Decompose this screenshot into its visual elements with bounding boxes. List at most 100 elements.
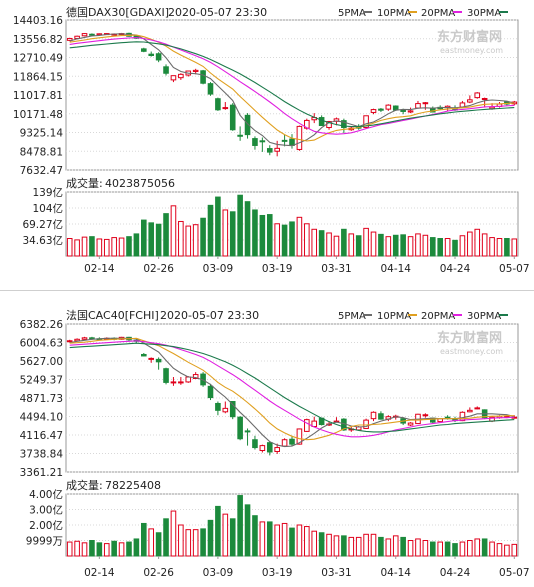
dax-y-tick-label: 11017.81 — [13, 90, 63, 102]
dax-volume-bar — [452, 239, 458, 257]
cac-candle-body — [155, 358, 162, 363]
dax-volume-bar — [407, 236, 414, 257]
cac-volume-bar — [348, 536, 355, 557]
dax-candle-body — [281, 139, 288, 142]
cac-volume-bar — [178, 524, 184, 557]
cac-volume-bar — [170, 510, 177, 557]
dax-volume-bar — [155, 223, 162, 257]
cac-volume-bar — [363, 533, 369, 557]
dax-candle-body — [148, 53, 155, 57]
dax-candle — [200, 69, 206, 85]
dax-x-tick-label: 02-26 — [143, 263, 174, 275]
cac-ma20-swatch — [453, 314, 462, 316]
dax-candle-body — [155, 53, 162, 61]
dax-header: 德国DAX30[GDAXI] 2020-05-07 23:30 5PMA 10P… — [66, 5, 508, 19]
dax-candle-body — [481, 97, 488, 100]
dax-volume-bar — [89, 236, 95, 257]
dax-volume-bar — [178, 220, 184, 257]
dax-candle-body — [422, 102, 429, 105]
dax-volume-bar — [489, 237, 495, 257]
dax-volume-bar — [229, 211, 236, 257]
cac-volume-bar — [259, 521, 266, 557]
cac-candle — [407, 422, 414, 427]
cac-candle-body — [370, 411, 377, 420]
cac-ma20-label: 20PMA — [421, 311, 455, 322]
dax-ma30-label: 30PMA — [467, 8, 501, 19]
dax-volume-bar — [422, 234, 429, 257]
dax-y-tick-label: 11864.15 — [13, 71, 63, 83]
cac-volume-bar — [252, 515, 258, 557]
cac-volume-bar — [400, 536, 406, 557]
dax-candle-body — [407, 110, 414, 113]
cac-volume-bar — [244, 504, 251, 557]
dax-volume-bar — [333, 235, 340, 257]
cac-ma-legend: 5PMA 10PMA 20PMA 30PMA — [338, 311, 508, 322]
cac-ma30-line — [69, 342, 515, 433]
dax-volume-bar — [511, 238, 518, 257]
cac-volume-bar — [111, 540, 117, 557]
cac-x-tick-label: 04-14 — [380, 567, 411, 579]
cac-volume-bar — [81, 542, 88, 557]
cac-volume-bar — [304, 526, 310, 557]
cac-candle — [259, 444, 266, 453]
dax-candle — [148, 51, 155, 57]
cac-volume-bar — [489, 541, 495, 557]
cac-candle-body — [215, 402, 221, 411]
dax-volume-bar — [296, 216, 303, 257]
cac-chart-svg: 法国CAC40[FCHI] 2020-05-07 23:30 5PMA 10PM… — [20, 308, 530, 579]
dax-candle — [222, 102, 229, 110]
cac-candle — [281, 438, 288, 447]
dax-ma10-swatch — [408, 11, 417, 13]
dax-candle-body — [178, 73, 184, 79]
cac-volume-bar — [437, 541, 443, 557]
dax-candle-body — [400, 109, 406, 112]
dax-volume-bar — [266, 214, 273, 257]
cac-volume-bar — [126, 541, 132, 557]
dax-volume-bar — [444, 238, 451, 257]
cac-candle — [252, 435, 258, 450]
dax-candle-body — [341, 120, 347, 129]
dax-candle-body — [259, 140, 266, 143]
cac-volume-bar — [407, 540, 414, 557]
dax-y-tick-label: 14403.16 — [13, 15, 63, 27]
dax-volume-bar — [222, 209, 229, 257]
cac-volume-bar — [192, 529, 199, 557]
dax-volume-value: 4023875056 — [105, 177, 175, 190]
dax-volume-bar — [207, 204, 214, 257]
dax-volume-bar — [496, 238, 503, 257]
dax-volume-tick-label: 104亿 — [32, 202, 63, 215]
dax-candle-body — [192, 69, 199, 72]
dax-volume-bar — [318, 230, 325, 257]
dax-candle-body — [66, 37, 73, 41]
dax-candle-body — [392, 105, 399, 111]
cac-volume-area: 4.00亿 3.00亿 2.00亿 9999万 — [26, 488, 519, 557]
cac-volume-bar — [429, 541, 436, 557]
dax-volume-bar — [274, 223, 280, 257]
cac-volume-bar — [281, 522, 288, 557]
cac-candle-body — [467, 409, 473, 413]
cac-y-tick-label: 3361.21 — [20, 467, 63, 479]
cac-candle-body — [192, 374, 199, 379]
dax-volume-bar — [304, 223, 310, 257]
dax-candle — [385, 104, 392, 111]
dax-x-tick-label: 03-19 — [262, 263, 293, 275]
dax-volume-bar — [111, 237, 117, 257]
dax-volume-tick-label: 69.27亿 — [22, 218, 63, 231]
dax-candle-body — [133, 35, 140, 39]
dax-volume-bar — [185, 225, 192, 257]
cac-candle-body — [422, 414, 429, 417]
cac-volume-bar — [415, 538, 421, 557]
dax-candle — [81, 33, 88, 37]
dax-candle — [163, 64, 169, 76]
cac-volume-bar — [74, 540, 80, 557]
dax-volume-tick-label: 34.63亿 — [22, 234, 63, 247]
cac-ma10-swatch — [408, 314, 417, 316]
cac-volume-bar — [66, 541, 73, 557]
cac-volume-bar — [318, 532, 325, 557]
cac-ma20-line — [69, 340, 515, 438]
dax-volume-bar — [437, 238, 443, 257]
dax-candle — [170, 75, 177, 83]
dax-candle-body — [274, 147, 280, 152]
cac-candle — [141, 353, 147, 357]
dax-candle-body — [170, 75, 177, 81]
